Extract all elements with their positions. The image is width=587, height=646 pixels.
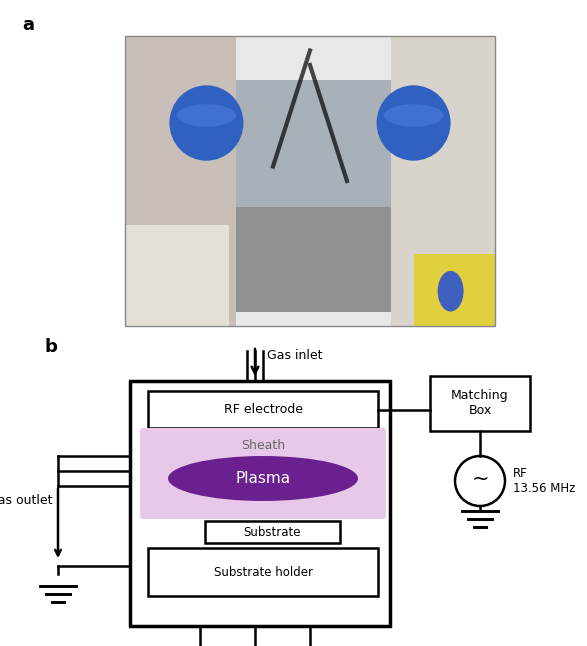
Bar <box>236 79 392 207</box>
Ellipse shape <box>384 104 443 127</box>
Ellipse shape <box>377 85 451 161</box>
Text: RF
13.56 MHz: RF 13.56 MHz <box>513 467 575 495</box>
Text: Plasma: Plasma <box>235 471 291 486</box>
Text: Substrate holder: Substrate holder <box>214 565 312 579</box>
Text: Sheath: Sheath <box>241 439 285 452</box>
Text: RF electrode: RF electrode <box>224 403 302 416</box>
Text: Substrate: Substrate <box>244 525 301 539</box>
Text: Matching
Box: Matching Box <box>451 390 509 417</box>
Ellipse shape <box>438 271 464 311</box>
Bar <box>205 521 340 543</box>
Bar <box>392 36 495 326</box>
Text: ~: ~ <box>471 469 489 489</box>
Bar <box>125 36 495 326</box>
Text: Gas outlet: Gas outlet <box>0 494 53 507</box>
Circle shape <box>455 456 505 506</box>
Text: b: b <box>45 338 58 356</box>
Bar <box>130 381 390 626</box>
Bar <box>414 253 495 326</box>
Text: Gas inlet: Gas inlet <box>267 349 322 362</box>
Ellipse shape <box>168 456 358 501</box>
FancyBboxPatch shape <box>140 428 386 519</box>
Bar <box>148 548 378 596</box>
Bar <box>236 79 392 311</box>
Bar <box>125 36 236 326</box>
Bar <box>125 225 228 326</box>
Text: a: a <box>22 16 34 34</box>
Bar <box>430 376 530 431</box>
Bar <box>125 36 495 326</box>
Ellipse shape <box>170 85 244 161</box>
Bar <box>148 391 378 428</box>
Ellipse shape <box>177 104 236 127</box>
